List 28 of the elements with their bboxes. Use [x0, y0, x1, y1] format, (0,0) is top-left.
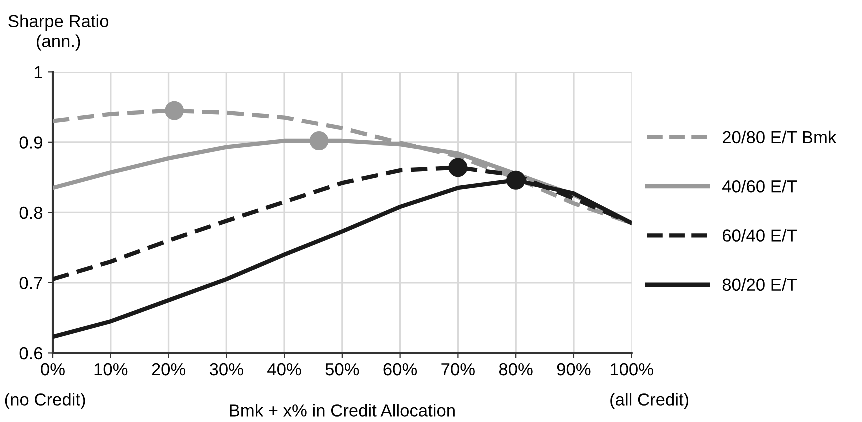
- x-axis-title: Bmk + x% in Credit Allocation: [230, 404, 455, 417]
- y-axis-title: Sharpe Ratio (ann.): [8, 14, 109, 51]
- legend-label: 20/80 E/T Bmk: [722, 130, 837, 144]
- point: [448, 158, 468, 178]
- x-tick-label: 20%: [152, 363, 186, 376]
- text: (no Credit): [5, 393, 86, 410]
- x-tick-label: 60%: [384, 363, 418, 376]
- point: [310, 132, 329, 150]
- x-tick-label: 80%: [499, 363, 533, 376]
- x-tick-label: 0%: [41, 363, 65, 376]
- y-tick-label: 0.6: [20, 347, 43, 360]
- x-tick-label: 70%: [442, 363, 475, 376]
- x-tick-label: 100%: [610, 363, 654, 376]
- legend-label: 60/40 E/T: [723, 229, 798, 242]
- legend-label: 40/60 E/T: [722, 180, 798, 193]
- legend-label: 80/20 E/T: [722, 278, 798, 292]
- text: (all Credit): [610, 393, 689, 410]
- point: [165, 101, 184, 120]
- y-tick-label: 0.8: [20, 206, 43, 220]
- point: [506, 170, 526, 190]
- x-tick-label: 10%: [94, 363, 128, 376]
- y-tick-label: 0.7: [20, 277, 42, 290]
- y-tick-label: 1: [34, 66, 42, 78]
- x-tick-label: 50%: [326, 363, 360, 376]
- x-tick-label: 90%: [557, 363, 591, 376]
- y-tick-label: 0.9: [20, 136, 42, 149]
- x-tick-label: 40%: [268, 363, 302, 376]
- x-tick-label: 30%: [210, 363, 244, 376]
